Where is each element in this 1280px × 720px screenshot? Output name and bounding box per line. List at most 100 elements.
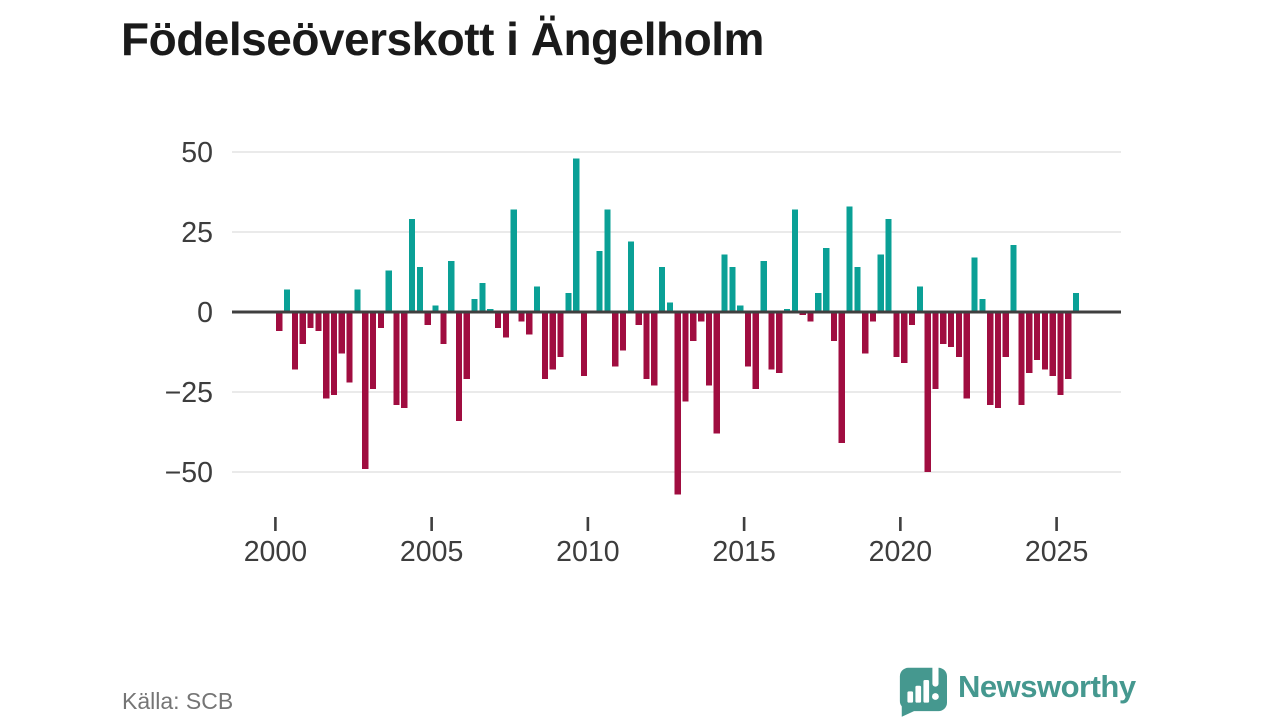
bar-2023-q2	[1002, 312, 1009, 357]
bar-2012-q1	[651, 312, 658, 386]
y-tick-label-0: 0	[197, 297, 213, 329]
bar-2003-q2	[377, 312, 384, 328]
bar-2001-q2	[315, 312, 322, 332]
bar-2015-q3	[760, 260, 767, 312]
bar-2015-q2	[752, 312, 759, 389]
bar-2016-q2	[783, 308, 791, 312]
bar-2016-q3	[791, 209, 798, 312]
bar-2012-q2	[658, 267, 666, 312]
bar-2003-q3	[385, 270, 392, 312]
bar-2025-q3	[1073, 292, 1080, 312]
y-tick-label--25: −25	[165, 377, 213, 409]
bar-2014-q2	[721, 254, 728, 312]
bar-2006-q1	[463, 312, 470, 380]
bar-2025-q2	[1065, 312, 1072, 380]
logo-bar-2	[915, 685, 922, 703]
bar-2017-q1	[807, 312, 814, 322]
logo-bar-3	[923, 680, 930, 703]
bar-2004-q3	[416, 267, 424, 312]
bar-2018-q1	[838, 312, 845, 444]
bar-2013-q2	[690, 312, 697, 341]
bar-2011-q1	[619, 312, 627, 351]
bar-2017-q2	[815, 292, 822, 312]
y-tick-label-25: 25	[181, 217, 213, 249]
logo-exclamation-dot	[932, 693, 939, 700]
bar-2013-q1	[682, 312, 689, 402]
bar-2023-q4	[1018, 312, 1025, 405]
bar-2019-q3	[885, 219, 892, 312]
bar-2022-q4	[987, 312, 994, 405]
bar-2013-q3	[698, 312, 705, 322]
bar-2016-q1	[776, 312, 783, 373]
bar-2010-q4	[612, 312, 619, 367]
newsworthy-logo: Newsworthy	[898, 660, 1136, 718]
bar-2021-q1	[932, 312, 939, 389]
bar-2008-q3	[541, 312, 549, 380]
bar-2022-q2	[971, 257, 978, 312]
bar-2007-q3	[510, 209, 517, 312]
bar-2007-q1	[494, 312, 502, 328]
bar-2015-q4	[768, 312, 775, 370]
x-tick-label-2020: 2020	[869, 536, 932, 568]
bar-2024-q2	[1033, 312, 1041, 360]
bar-2022-q1	[963, 312, 970, 399]
bar-2000-q4	[299, 312, 306, 344]
logo-exclamation-stem	[932, 662, 939, 687]
bar-2005-q3	[448, 260, 455, 312]
bar-2025-q1	[1057, 312, 1064, 396]
bar-2002-q1	[338, 312, 345, 354]
y-tick-label--50: −50	[165, 457, 213, 489]
bar-2016-q4	[799, 312, 806, 316]
chart-title: Födelseöverskott i Ängelholm	[121, 13, 764, 65]
bar-2006-q4	[487, 308, 494, 312]
bar-2017-q3	[823, 248, 830, 312]
bar-2021-q4	[955, 312, 963, 357]
bar-2011-q3	[635, 312, 642, 325]
x-tick-label-2025: 2025	[1025, 536, 1088, 568]
logo-bar-1	[907, 691, 914, 703]
bar-2001-q1	[307, 312, 314, 328]
x-tick-label-2010: 2010	[556, 536, 619, 568]
newsworthy-logo-icon	[899, 662, 947, 717]
x-tick-label-2000: 2000	[244, 536, 307, 568]
bar-2024-q4	[1049, 312, 1056, 376]
bar-2012-q4	[674, 312, 681, 495]
bar-2024-q3	[1041, 312, 1048, 370]
bar-2014-q4	[737, 305, 744, 312]
bar-2023-q1	[994, 312, 1002, 408]
bar-2000-q3	[291, 312, 299, 370]
bar-2006-q2	[471, 299, 478, 312]
bar-2011-q2	[627, 241, 634, 312]
bar-2008-q4	[549, 312, 556, 370]
bar-2019-q2	[877, 254, 884, 312]
x-tick-label-2005: 2005	[400, 536, 463, 568]
bar-2012-q3	[666, 302, 674, 312]
bar-2010-q2	[596, 251, 603, 312]
bar-2004-q4	[424, 312, 431, 325]
bar-2000-q1	[276, 312, 283, 332]
bar-2008-q2	[534, 286, 541, 312]
bar-2014-q3	[729, 267, 736, 312]
bar-2006-q3	[479, 283, 486, 312]
speech-bubble-shape	[899, 667, 947, 717]
bar-2010-q3	[604, 209, 611, 312]
bar-2023-q3	[1010, 244, 1017, 312]
bar-2004-q1	[401, 312, 408, 408]
bar-2002-q3	[354, 289, 361, 312]
bar-2003-q4	[393, 312, 400, 405]
bar-2020-q3	[916, 286, 923, 312]
bar-2020-q2	[908, 312, 916, 325]
bar-2009-q2	[565, 292, 572, 312]
bar-2020-q1	[901, 312, 908, 364]
bar-2004-q2	[409, 219, 416, 312]
bar-2005-q1	[432, 305, 439, 312]
bar-2022-q3	[979, 299, 986, 312]
bar-2009-q1	[557, 312, 564, 357]
bar-2001-q3	[323, 312, 330, 399]
bar-2008-q1	[526, 312, 533, 335]
bar-2020-q4	[924, 312, 931, 472]
bar-2015-q1	[744, 312, 752, 367]
bar-2018-q3	[854, 267, 861, 312]
source-caption: Källa: SCB	[122, 688, 234, 714]
